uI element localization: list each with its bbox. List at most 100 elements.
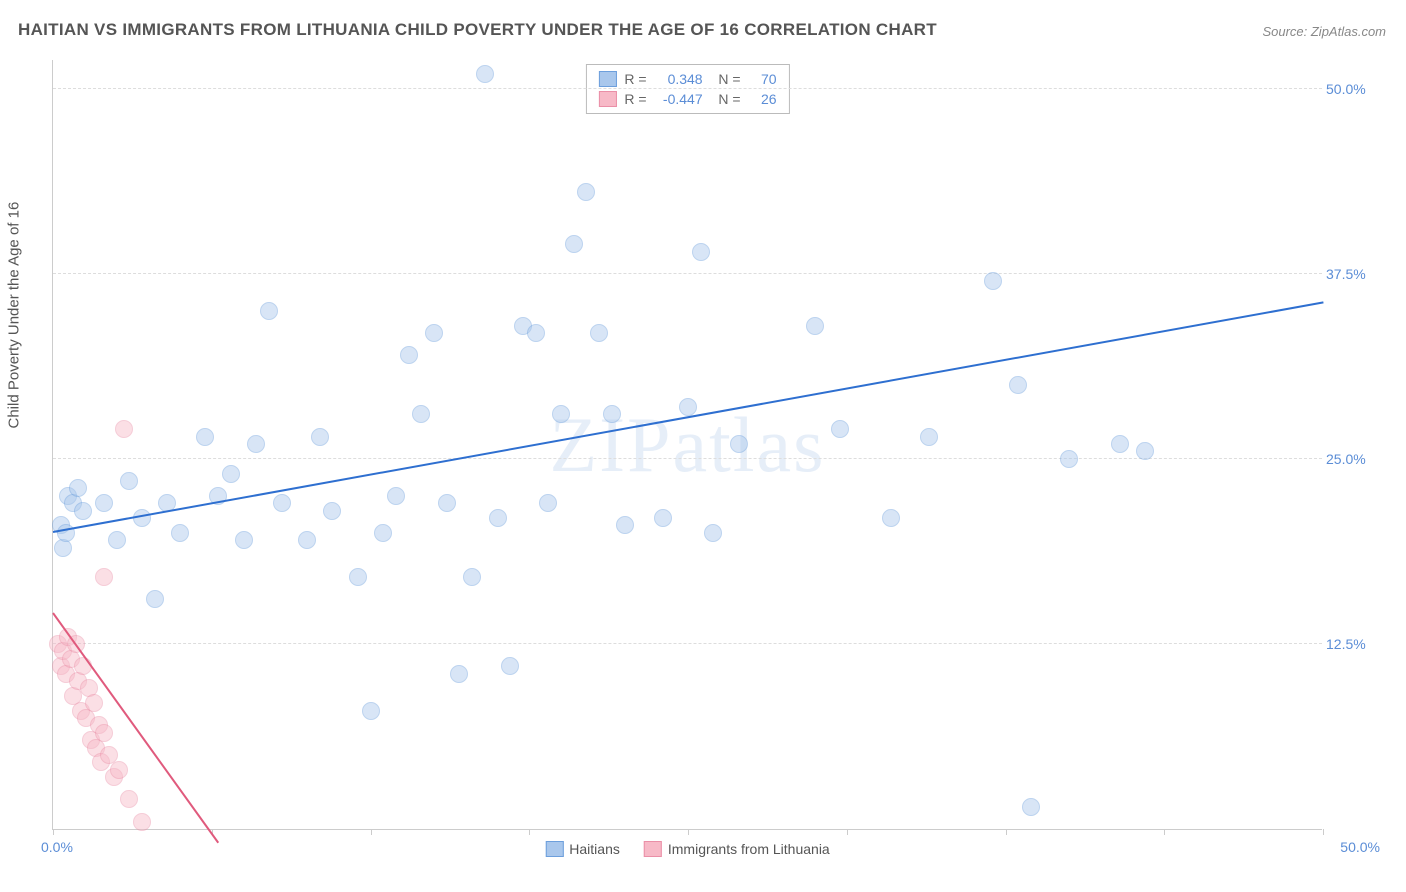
regression-line bbox=[52, 613, 219, 844]
scatter-point bbox=[730, 435, 748, 453]
scatter-point bbox=[692, 243, 710, 261]
scatter-point bbox=[247, 435, 265, 453]
y-axis-label: Child Poverty Under the Age of 16 bbox=[6, 202, 23, 429]
scatter-point bbox=[476, 65, 494, 83]
y-tick-label: 12.5% bbox=[1326, 636, 1382, 652]
stat-n-label: N = bbox=[711, 89, 741, 109]
x-tick bbox=[847, 829, 848, 835]
scatter-point bbox=[704, 524, 722, 542]
scatter-point bbox=[489, 509, 507, 527]
scatter-point bbox=[196, 428, 214, 446]
scatter-point bbox=[1111, 435, 1129, 453]
scatter-point bbox=[400, 346, 418, 364]
x-tick bbox=[688, 829, 689, 835]
scatter-point bbox=[552, 405, 570, 423]
scatter-point bbox=[323, 502, 341, 520]
x-tick bbox=[1164, 829, 1165, 835]
scatter-point bbox=[311, 428, 329, 446]
scatter-point bbox=[577, 183, 595, 201]
x-tick bbox=[1323, 829, 1324, 835]
gridline-h bbox=[53, 88, 1322, 89]
stat-n-value: 26 bbox=[749, 89, 777, 109]
y-tick-label: 25.0% bbox=[1326, 451, 1382, 467]
scatter-point bbox=[831, 420, 849, 438]
scatter-point bbox=[362, 702, 380, 720]
legend-swatch-icon bbox=[545, 841, 563, 857]
regression-line bbox=[53, 301, 1323, 532]
x-tick bbox=[529, 829, 530, 835]
scatter-point bbox=[565, 235, 583, 253]
scatter-point bbox=[984, 272, 1002, 290]
scatter-point bbox=[120, 472, 138, 490]
scatter-point bbox=[133, 813, 151, 831]
scatter-point bbox=[450, 665, 468, 683]
stat-row: R = -0.447 N = 26 bbox=[598, 89, 776, 109]
stat-n-label: N = bbox=[711, 69, 741, 89]
x-tick bbox=[53, 829, 54, 835]
stat-n-value: 70 bbox=[749, 69, 777, 89]
series-legend: Haitians Immigrants from Lithuania bbox=[545, 841, 829, 857]
scatter-point bbox=[69, 479, 87, 497]
scatter-point bbox=[298, 531, 316, 549]
scatter-point bbox=[374, 524, 392, 542]
scatter-point bbox=[235, 531, 253, 549]
scatter-point bbox=[616, 516, 634, 534]
scatter-point bbox=[260, 302, 278, 320]
scatter-point bbox=[110, 761, 128, 779]
scatter-point bbox=[115, 420, 133, 438]
legend-label: Haitians bbox=[569, 841, 620, 857]
legend-item: Haitians bbox=[545, 841, 620, 857]
scatter-point bbox=[603, 405, 621, 423]
legend-swatch-icon bbox=[598, 71, 616, 87]
scatter-point bbox=[95, 568, 113, 586]
legend-item: Immigrants from Lithuania bbox=[644, 841, 830, 857]
scatter-point bbox=[146, 590, 164, 608]
scatter-point bbox=[74, 502, 92, 520]
scatter-point bbox=[120, 790, 138, 808]
stat-r-label: R = bbox=[624, 69, 646, 89]
scatter-point bbox=[1136, 442, 1154, 460]
y-tick-label: 37.5% bbox=[1326, 266, 1382, 282]
scatter-point bbox=[222, 465, 240, 483]
scatter-point bbox=[527, 324, 545, 342]
gridline-h bbox=[53, 643, 1322, 644]
scatter-point bbox=[920, 428, 938, 446]
scatter-point bbox=[95, 494, 113, 512]
scatter-point bbox=[806, 317, 824, 335]
scatter-point bbox=[412, 405, 430, 423]
scatter-point bbox=[679, 398, 697, 416]
chart-title: HAITIAN VS IMMIGRANTS FROM LITHUANIA CHI… bbox=[18, 20, 937, 40]
scatter-point bbox=[85, 694, 103, 712]
scatter-point bbox=[95, 724, 113, 742]
stat-r-label: R = bbox=[624, 89, 646, 109]
legend-label: Immigrants from Lithuania bbox=[668, 841, 830, 857]
scatter-point bbox=[501, 657, 519, 675]
x-axis-min-label: 0.0% bbox=[41, 839, 73, 855]
scatter-point bbox=[1060, 450, 1078, 468]
scatter-point bbox=[387, 487, 405, 505]
scatter-point bbox=[882, 509, 900, 527]
scatter-point bbox=[349, 568, 367, 586]
scatter-point bbox=[171, 524, 189, 542]
gridline-h bbox=[53, 458, 1322, 459]
scatter-point bbox=[1009, 376, 1027, 394]
scatter-point bbox=[108, 531, 126, 549]
scatter-point bbox=[273, 494, 291, 512]
legend-swatch-icon bbox=[598, 91, 616, 107]
plot-area: ZIPatlas R =0.348 N =70R =-0.447 N =26 0… bbox=[52, 60, 1322, 830]
stat-r-value: 0.348 bbox=[655, 69, 703, 89]
scatter-point bbox=[590, 324, 608, 342]
x-axis-max-label: 50.0% bbox=[1340, 839, 1380, 855]
scatter-point bbox=[539, 494, 557, 512]
x-tick bbox=[371, 829, 372, 835]
scatter-point bbox=[463, 568, 481, 586]
stat-r-value: -0.447 bbox=[655, 89, 703, 109]
y-tick-label: 50.0% bbox=[1326, 81, 1382, 97]
scatter-point bbox=[425, 324, 443, 342]
legend-swatch-icon bbox=[644, 841, 662, 857]
chart-container: HAITIAN VS IMMIGRANTS FROM LITHUANIA CHI… bbox=[0, 0, 1406, 892]
source-attribution: Source: ZipAtlas.com bbox=[1262, 24, 1386, 39]
stat-row: R = 0.348 N = 70 bbox=[598, 69, 776, 89]
x-tick bbox=[1006, 829, 1007, 835]
scatter-point bbox=[1022, 798, 1040, 816]
